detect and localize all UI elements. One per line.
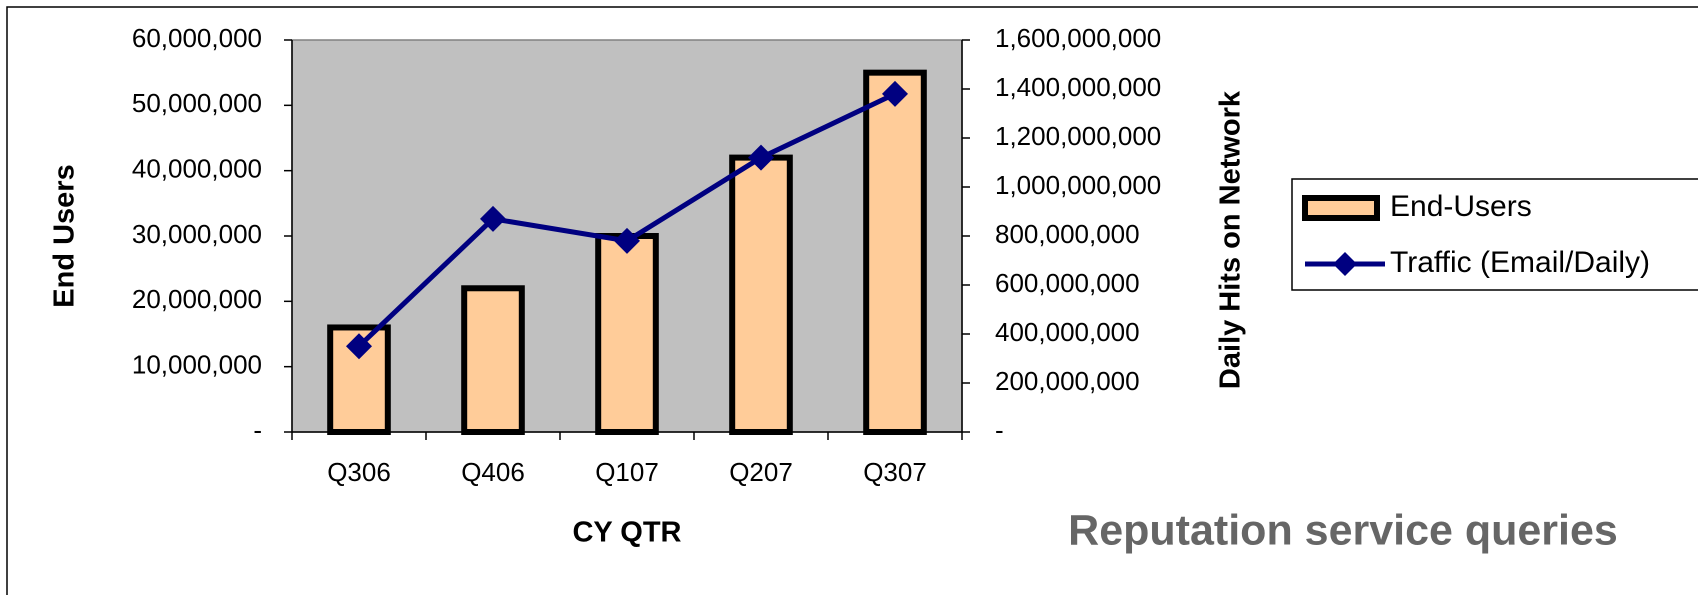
y-axis-title: End Users [49,164,81,307]
line-marker [480,205,506,232]
y-tick-label: 30,000,000 [132,219,262,249]
line-marker [346,333,372,360]
y2-tick-label: 400,000,000 [995,317,1140,347]
annotation: Reputation service queries [1068,506,1618,554]
frame [6,6,1698,595]
line-marker [748,144,774,171]
y2-tick-label: 1,000,000,000 [995,170,1161,200]
x-tick-label: Q107 [595,457,659,487]
x-tick-label: Q306 [327,457,391,487]
x-axis-title: CY QTR [572,517,681,549]
legend-label: Traffic (Email/Daily) [1390,246,1650,279]
x-tick-label: Q307 [863,457,927,487]
y-tick-label: 10,000,000 [132,350,262,380]
x-tick-label: Q207 [729,457,793,487]
y2-tick-label: 600,000,000 [995,268,1140,298]
bar [729,154,793,435]
bar [461,285,525,435]
legend-label: End-Users [1390,190,1532,223]
y2-tick-label: 1,400,000,000 [995,72,1161,102]
line-marker [614,227,640,254]
y2-tick-label: - [995,415,1004,445]
y-tick-label: 60,000,000 [132,23,262,53]
y2-tick-label: 200,000,000 [995,366,1140,396]
y-tick-label: 40,000,000 [132,154,262,184]
bar [595,233,659,435]
bar [863,69,927,436]
y-tick-label: - [253,415,262,445]
legend-swatch [1302,195,1380,221]
y-tick-label: 20,000,000 [132,284,262,314]
y2-tick-label: 800,000,000 [995,219,1140,249]
y-tick-label: 50,000,000 [132,88,262,118]
y2-axis-title: Daily Hits on Network [1215,90,1247,389]
line-marker [882,80,908,107]
y2-tick-label: 1,600,000,000 [995,23,1161,53]
y2-tick-label: 1,200,000,000 [995,121,1161,151]
x-tick-label: Q406 [461,457,525,487]
legend-marker [1333,252,1357,276]
